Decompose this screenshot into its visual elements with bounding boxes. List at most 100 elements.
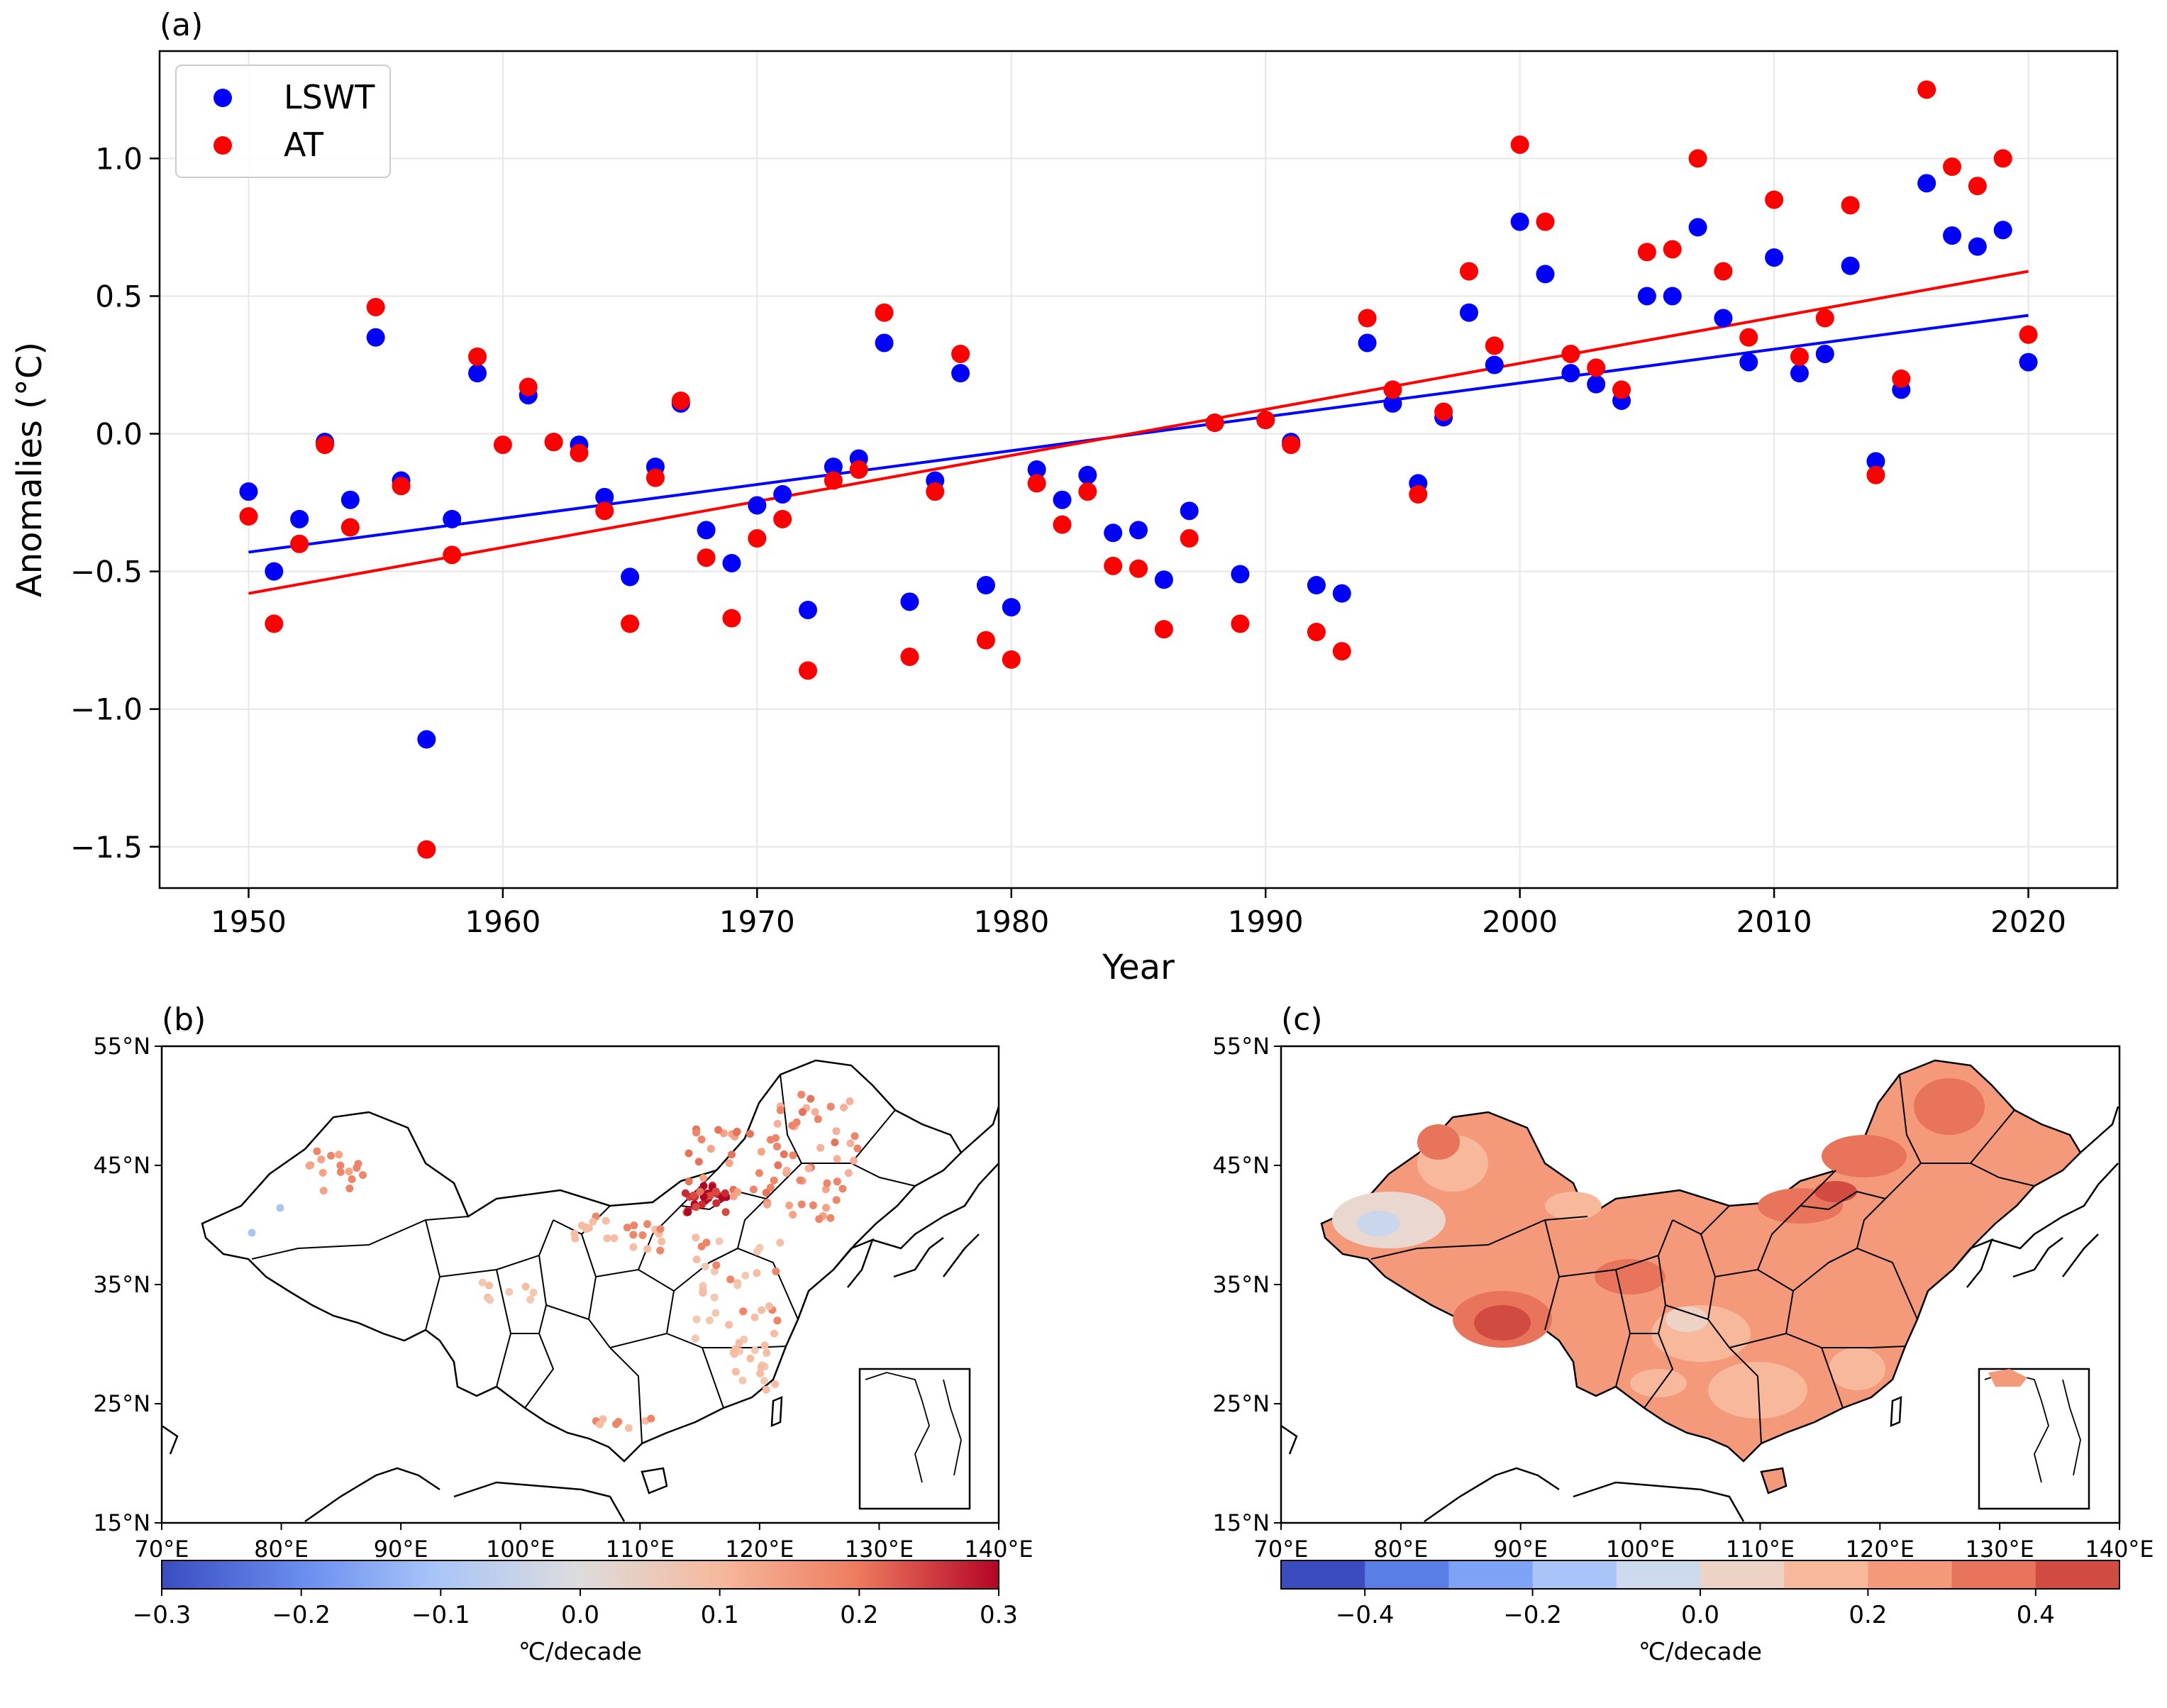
y-tick-label: −1.0 <box>70 692 143 727</box>
point-at-2018 <box>1968 177 1987 196</box>
station-marker <box>773 1119 782 1128</box>
station-marker <box>603 1234 611 1243</box>
colorbar-label: ℃/decade <box>1639 1638 1762 1666</box>
station-marker <box>770 1329 778 1338</box>
lat-tick-label: 15°N <box>93 1509 150 1536</box>
point-at-1963 <box>570 443 589 462</box>
point-at-1952 <box>290 534 309 553</box>
lon-tick-label: 80°E <box>254 1536 309 1563</box>
point-at-1961 <box>519 377 538 396</box>
station-marker <box>318 1168 327 1177</box>
station-marker <box>789 1211 797 1219</box>
point-at-2003 <box>1587 358 1606 377</box>
station-marker <box>774 1161 782 1170</box>
point-lswt-2001 <box>1536 265 1555 284</box>
lon-tick-label: 70°E <box>1254 1536 1309 1563</box>
station-marker <box>739 1307 748 1316</box>
point-at-1966 <box>645 468 665 487</box>
station-marker <box>571 1234 580 1243</box>
station-marker <box>710 1293 719 1302</box>
point-at-1974 <box>849 460 868 479</box>
point-at-2013 <box>1841 196 1860 215</box>
point-lswt-2017 <box>1943 226 1962 245</box>
station-marker <box>773 1316 782 1325</box>
station-marker <box>638 1231 647 1239</box>
station-marker <box>610 1234 619 1243</box>
point-at-1983 <box>1078 482 1097 501</box>
station-marker <box>319 1187 328 1195</box>
point-at-1953 <box>315 436 334 455</box>
station-marker <box>692 1255 701 1264</box>
station-marker <box>696 1187 704 1196</box>
station-marker <box>762 1189 770 1197</box>
legend-label-lswt: LSWT <box>284 78 375 116</box>
station-marker <box>782 1166 791 1175</box>
y-axis-label: Anomalies (°C) <box>10 342 50 597</box>
point-at-1958 <box>443 545 462 565</box>
station-marker <box>755 1169 763 1177</box>
station-marker <box>732 1128 741 1136</box>
inset-land <box>1988 1369 2027 1387</box>
station-marker <box>741 1271 750 1280</box>
point-lswt-1964 <box>595 487 614 506</box>
station-marker <box>348 1175 356 1183</box>
x-axis-ticks: 1950 1960 1970 1980 1990 2000 2010 2020 <box>211 888 2066 939</box>
point-at-1994 <box>1358 309 1377 328</box>
y-tick-label: −1.5 <box>70 830 143 865</box>
point-at-1991 <box>1282 436 1301 455</box>
lon-tick-label: 100°E <box>1606 1536 1675 1563</box>
lat-tick-label: 15°N <box>1212 1509 1270 1536</box>
station-marker <box>773 1142 781 1150</box>
station-marker <box>833 1177 841 1186</box>
station-marker <box>589 1217 597 1226</box>
plot-frame <box>158 50 2119 889</box>
colorbar-segment <box>1365 1560 1449 1589</box>
point-at-1999 <box>1485 336 1504 355</box>
lon-tick-label: 110°E <box>1726 1536 1795 1563</box>
station-marker <box>643 1245 652 1253</box>
station-marker <box>629 1243 638 1251</box>
inset-coastline-east <box>2062 1379 2081 1476</box>
station-marker <box>846 1097 854 1106</box>
station-marker <box>354 1160 362 1168</box>
legend-label-at: AT <box>284 126 324 164</box>
station-marker <box>699 1286 707 1294</box>
lon-tick-label: 130°E <box>1965 1536 2034 1563</box>
y-tick-label: 1.0 <box>95 141 143 176</box>
lon-tick-label: 70°E <box>135 1536 189 1563</box>
station-marker <box>715 1237 724 1246</box>
point-at-1970 <box>748 529 767 548</box>
station-marker <box>526 1295 535 1304</box>
point-at-1978 <box>951 344 970 363</box>
station-marker <box>831 1138 839 1147</box>
point-at-2006 <box>1663 240 1682 259</box>
x-tick-label: 1960 <box>465 904 541 939</box>
point-lswt-1970 <box>748 496 767 515</box>
station-marker <box>692 1233 700 1242</box>
station-marker <box>694 1158 703 1166</box>
x-tick-label: 1950 <box>211 904 287 939</box>
colorbar-tick-label: 0.4 <box>2017 1601 2055 1629</box>
lon-tick-label: 90°E <box>1493 1536 1548 1563</box>
station-marker <box>692 1315 701 1324</box>
lon-tick-label: 130°E <box>845 1536 914 1563</box>
station-marker <box>629 1231 638 1239</box>
point-lswt-1994 <box>1358 333 1377 353</box>
point-at-1979 <box>976 631 995 650</box>
point-lswt-1987 <box>1180 501 1199 521</box>
station-marker <box>656 1246 665 1255</box>
grid <box>160 51 2117 888</box>
station-marker <box>766 1183 775 1192</box>
station-marker <box>823 1179 831 1187</box>
point-lswt-2006 <box>1663 287 1682 306</box>
station-marker <box>776 1238 785 1247</box>
station-marker <box>643 1220 651 1229</box>
station-marker <box>486 1296 494 1304</box>
colorbar-tick-label: 0.1 <box>701 1601 739 1629</box>
station-marker <box>711 1309 720 1317</box>
point-at-1956 <box>392 477 411 496</box>
point-lswt-1954 <box>340 490 360 509</box>
point-at-1975 <box>875 303 894 322</box>
panel-a: (a) 1950 1960 1970 1980 1990 2000 2010 2020 −1.… <box>10 7 2119 987</box>
point-at-2010 <box>1765 190 1784 209</box>
